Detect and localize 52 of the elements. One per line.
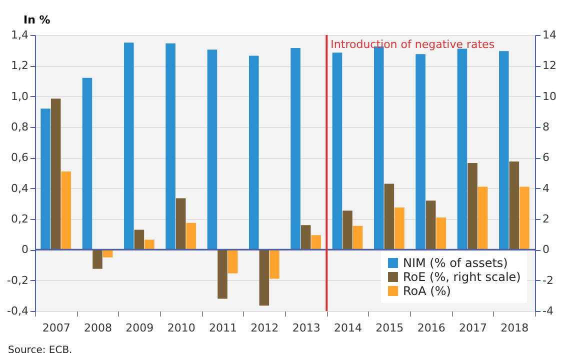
- bar: [207, 50, 218, 250]
- x-tick-label: 2016: [417, 322, 446, 334]
- bar: [498, 51, 509, 250]
- x-tick-label: 2012: [250, 322, 279, 334]
- bar: [416, 54, 426, 250]
- bar: [92, 250, 102, 269]
- bar: [374, 46, 384, 250]
- y-tick-label: 1,4: [11, 28, 28, 42]
- x-tick-label: 2014: [334, 322, 362, 334]
- legend-label: RoA (%): [403, 284, 451, 298]
- bar: [248, 56, 259, 250]
- y2-tick-label: 14: [542, 28, 556, 42]
- x-tick-label: 2007: [42, 322, 70, 334]
- x-tick-label: 2017: [459, 322, 487, 334]
- bar: [332, 52, 342, 250]
- bar: [457, 48, 468, 250]
- source-note: Source: ECB.: [8, 345, 74, 353]
- x-tick-label: 2015: [376, 322, 404, 334]
- x-tick-label: 2010: [167, 322, 196, 334]
- x-tick-label: 2011: [209, 322, 237, 334]
- y2-tick-label: 10: [542, 90, 556, 103]
- y-tick-label: 0,4: [11, 182, 28, 195]
- y-tick-label: 0,2: [11, 212, 28, 226]
- y2-tick-label: 8: [542, 120, 550, 134]
- y-tick-label: 1,2: [11, 59, 28, 72]
- y-tick-label: -0,4: [7, 304, 28, 318]
- legend-label: RoE (%, right scale): [403, 270, 521, 284]
- bar: [218, 250, 228, 299]
- y2-tick-label: 12: [542, 59, 556, 72]
- y2-tick-label: 0: [542, 243, 550, 256]
- y2-tick-label: 6: [542, 151, 550, 164]
- y-tick-label: 0,8: [11, 120, 28, 134]
- y2-tick-label: -2: [542, 274, 554, 287]
- legend-label: NIM (% of assets): [403, 256, 508, 270]
- y-tick-label: -0,2: [7, 274, 28, 287]
- y2-tick-label: 2: [542, 212, 550, 226]
- ref-line-label: Introduction of negative rates: [330, 38, 495, 51]
- y-tick-label: 1,0: [11, 90, 28, 103]
- y-tick-label: 0: [22, 243, 28, 256]
- x-tick-label: 2018: [500, 322, 529, 334]
- y-axis-title: In %: [24, 14, 50, 26]
- x-tick-label: 2009: [126, 322, 154, 334]
- y2-tick-label: -4: [542, 304, 554, 318]
- bar: [290, 48, 300, 250]
- y2-tick-label: 4: [542, 182, 550, 195]
- x-tick-label: 2013: [292, 322, 320, 334]
- bar: [124, 42, 134, 250]
- bar: [134, 230, 144, 250]
- bar: [82, 78, 92, 250]
- y-tick-label: 0,6: [11, 151, 28, 164]
- x-tick-label: 2008: [84, 322, 112, 334]
- bar: [166, 43, 176, 250]
